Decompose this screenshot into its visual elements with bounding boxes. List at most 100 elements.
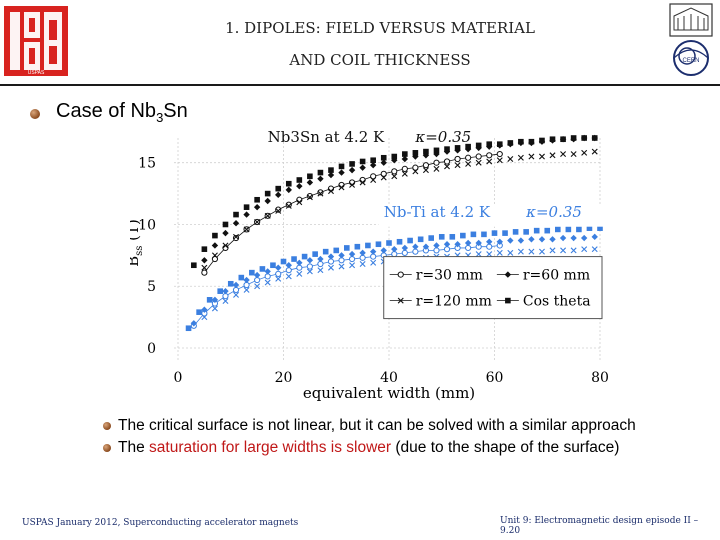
- data-point: [523, 229, 529, 235]
- data-point: [555, 226, 561, 233]
- data-point: [465, 143, 471, 150]
- y-axis-title-sub: ss: [134, 246, 145, 256]
- data-point: [365, 242, 371, 249]
- data-point: [191, 262, 197, 269]
- data-point: [507, 249, 514, 256]
- data-point: [317, 175, 324, 182]
- data-point: [296, 199, 303, 206]
- data-point: [349, 161, 355, 167]
- x-tick-label: 20: [275, 370, 293, 386]
- data-point: [296, 177, 303, 183]
- data-point: [275, 191, 282, 199]
- data-point: [581, 135, 587, 141]
- data-point: [344, 245, 350, 251]
- data-point: [528, 138, 535, 145]
- data-point: [517, 154, 524, 161]
- data-point: [201, 257, 208, 264]
- data-point: [275, 207, 282, 214]
- data-point: [412, 168, 419, 175]
- data-point: [275, 206, 282, 213]
- bullet-item-1: The critical surface is not linear, but …: [103, 416, 678, 436]
- bullet-2-icon: [103, 443, 111, 452]
- data-point: [190, 320, 198, 327]
- data-point: [491, 230, 498, 236]
- data-point: [222, 229, 229, 237]
- data-point: [412, 164, 419, 171]
- data-point: [438, 234, 445, 240]
- data-point: [185, 325, 192, 332]
- data-point: [538, 248, 545, 255]
- data-point: [222, 221, 229, 228]
- data-point: [517, 248, 524, 255]
- data-point: [454, 162, 461, 169]
- heading-suffix: Sn: [163, 100, 188, 122]
- data-point: [380, 154, 387, 161]
- data-point: [402, 151, 408, 157]
- data-point: [243, 276, 250, 284]
- data-point: [328, 167, 334, 173]
- legend-marker-circle-open: [397, 271, 404, 278]
- data-point: [512, 229, 519, 235]
- data-point: [285, 180, 292, 187]
- data-point: [597, 225, 603, 231]
- data-point: [264, 197, 271, 205]
- x-tick-label: 80: [591, 370, 609, 386]
- bullet-list: The critical surface is not linear, but …: [103, 416, 678, 459]
- data-point: [285, 202, 292, 209]
- section-heading: Case of Nb3Sn: [56, 100, 188, 125]
- data-point: [375, 241, 382, 248]
- legend-marker-square: [505, 297, 511, 304]
- data-point: [560, 136, 566, 143]
- data-point: [264, 268, 271, 275]
- data-point: [349, 181, 356, 188]
- header-divider: [0, 84, 720, 86]
- data-point: [391, 153, 398, 160]
- data-point: [285, 186, 292, 194]
- data-point: [338, 169, 345, 176]
- x-tick-label: 0: [174, 370, 183, 386]
- data-point: [380, 247, 387, 254]
- data-point: [486, 251, 493, 258]
- data-point: [560, 151, 567, 158]
- data-point: [317, 189, 324, 196]
- data-point: [391, 173, 398, 180]
- data-point: [291, 256, 297, 262]
- data-point: [370, 259, 377, 266]
- legend-label: Cos theta: [523, 294, 591, 310]
- data-point: [464, 239, 472, 247]
- data-point: [412, 150, 419, 156]
- data-point: [327, 264, 334, 271]
- data-point: [496, 157, 503, 164]
- x-tick-label: 60: [486, 370, 504, 386]
- data-point: [227, 280, 234, 287]
- data-point: [560, 247, 567, 254]
- data-point: [380, 174, 387, 181]
- legend-marker-diamond: [504, 271, 512, 278]
- data-point: [217, 288, 223, 294]
- data-point: [327, 171, 335, 179]
- data-point: [528, 248, 535, 255]
- legend-label: r=120 mm: [416, 294, 492, 310]
- data-point: [369, 161, 377, 169]
- data-point: [285, 262, 292, 269]
- data-point: [475, 159, 482, 166]
- y-axis-title: Bss (T): [130, 219, 145, 267]
- data-point: [570, 135, 577, 141]
- data-point: [359, 179, 366, 186]
- data-point: [338, 184, 345, 191]
- data-point: [333, 247, 340, 254]
- data-point: [565, 226, 572, 233]
- data-point: [549, 136, 556, 143]
- bullet-1-icon: [103, 422, 111, 430]
- y-tick-label: 10: [138, 217, 156, 233]
- data-point: [443, 241, 451, 248]
- heading-bullet-icon: [30, 109, 40, 119]
- data-point: [386, 240, 392, 246]
- data-point: [428, 235, 434, 241]
- data-point: [591, 148, 598, 155]
- data-point: [591, 233, 598, 241]
- data-point: [201, 264, 208, 271]
- data-point: [533, 227, 540, 234]
- data-point: [528, 153, 535, 160]
- data-point: [591, 135, 598, 141]
